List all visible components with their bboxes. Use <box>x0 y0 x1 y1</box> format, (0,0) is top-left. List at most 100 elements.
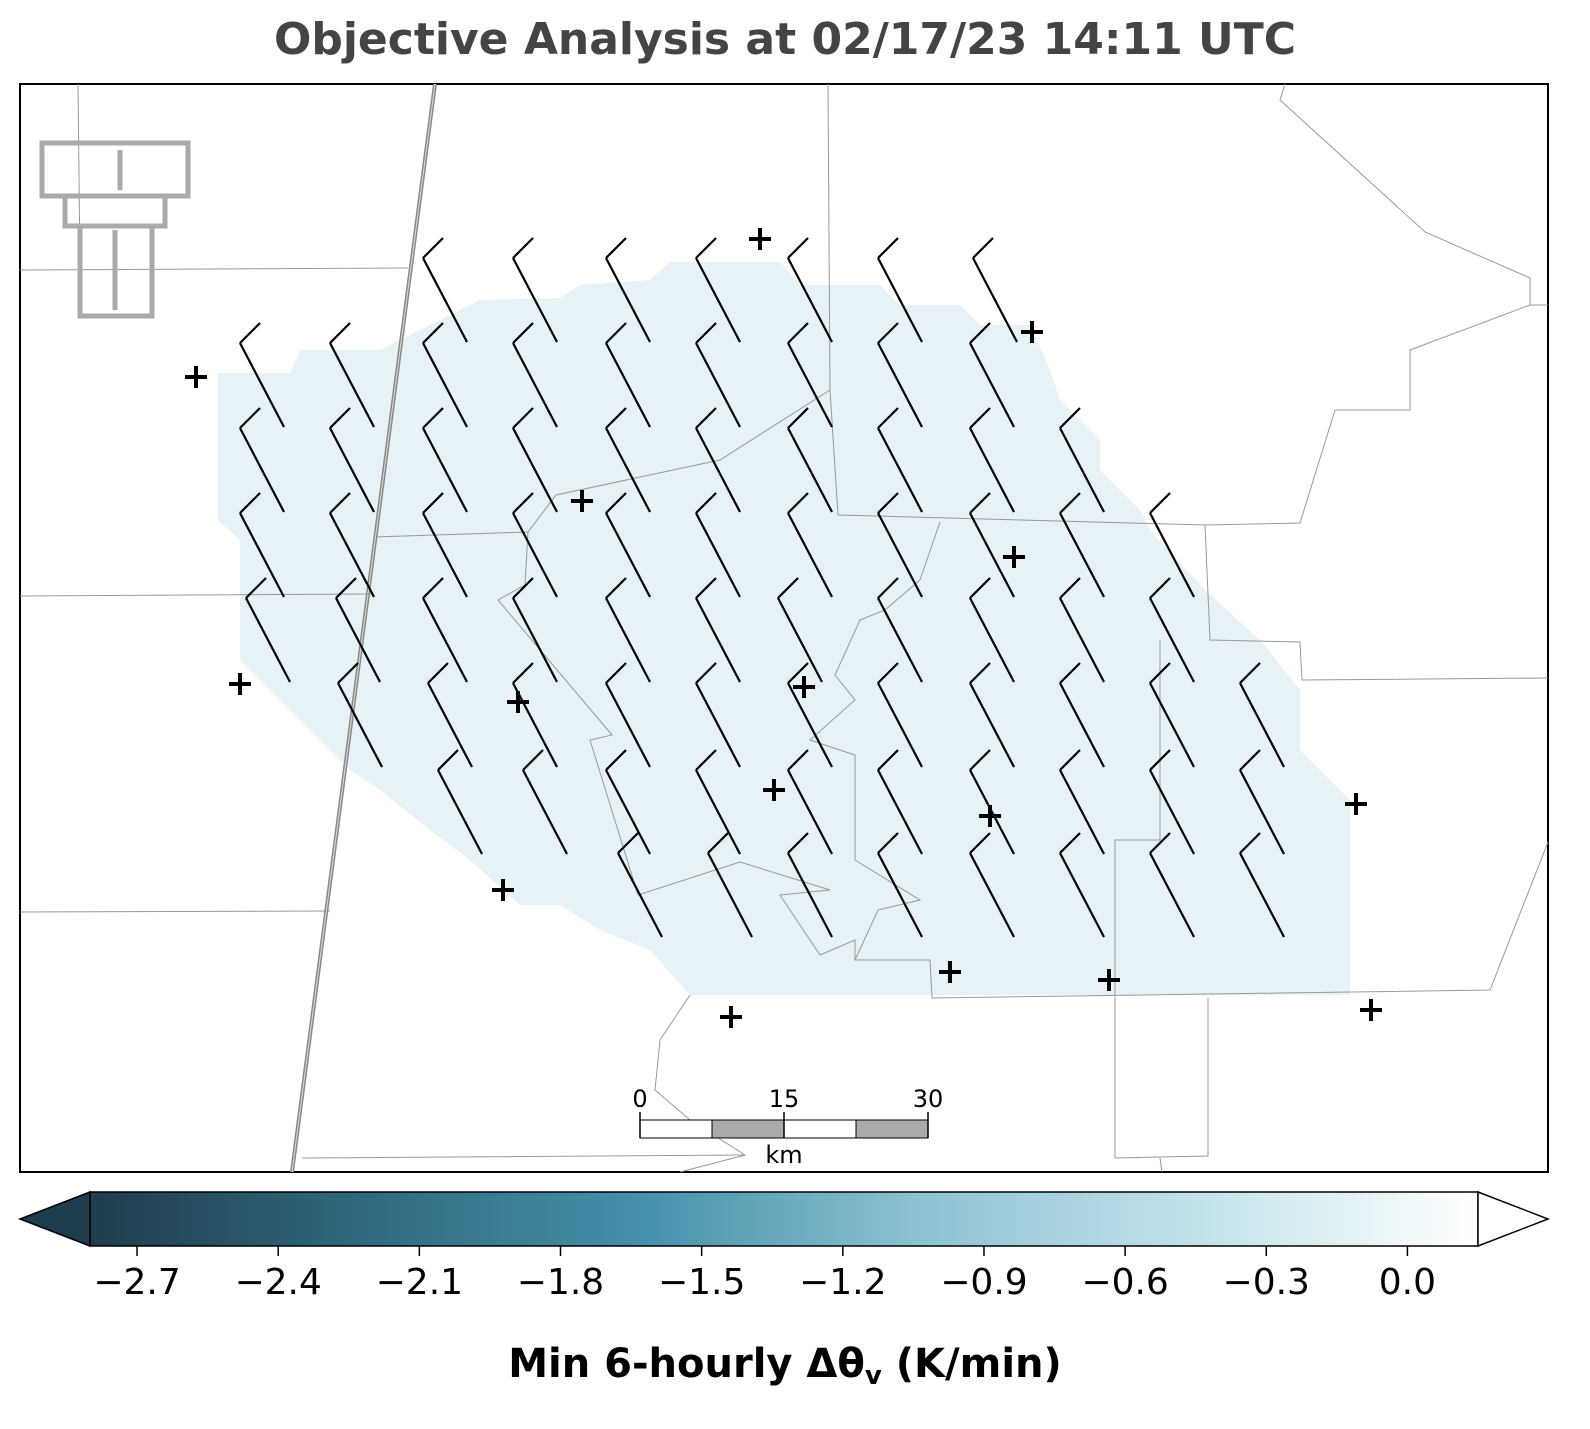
barb-shaft <box>329 342 375 428</box>
barb-flag <box>422 237 444 259</box>
barb-shaft <box>335 597 381 683</box>
barb-shaft <box>512 257 558 343</box>
barb-flag <box>695 492 717 514</box>
barb-shaft <box>787 427 833 513</box>
county-lines <box>19 83 1549 1173</box>
barb-shaft <box>605 512 651 598</box>
barb-flag <box>877 322 899 344</box>
chart-title: Objective Analysis at 02/17/23 14:11 UTC <box>274 14 1296 65</box>
scale-segment <box>855 1119 929 1139</box>
barb-shaft <box>877 512 923 598</box>
colorbar-tick-label: −0.6 <box>1081 1262 1168 1303</box>
barb-shaft <box>787 512 833 598</box>
barb-flag <box>1059 407 1081 429</box>
barb-flag <box>787 832 809 854</box>
scale-segment <box>639 1119 713 1139</box>
barb-flag <box>787 407 809 429</box>
colorbar-tick-label: −2.4 <box>234 1262 321 1303</box>
barb-flag <box>707 832 729 854</box>
barb-shaft <box>1059 852 1105 938</box>
barb-flag <box>787 322 809 344</box>
barb-shaft <box>512 427 558 513</box>
barb-shaft <box>1059 597 1105 683</box>
barb-shaft <box>512 342 558 428</box>
barb-flag <box>1059 662 1081 684</box>
barb-flag <box>427 662 449 684</box>
barb-flag <box>1059 577 1081 599</box>
barb-flag <box>605 492 627 514</box>
barb-shaft <box>777 597 823 683</box>
barb-shaft <box>1149 852 1195 938</box>
barb-flag <box>1239 832 1261 854</box>
barb-flag <box>877 832 899 854</box>
barb-shaft <box>245 597 291 683</box>
barb-flag <box>877 749 899 771</box>
barb-flag <box>239 407 261 429</box>
barb-flag <box>777 577 799 599</box>
colorbar-tick-label: −1.5 <box>658 1262 745 1303</box>
barb-flag <box>522 749 544 771</box>
barb-shaft <box>877 769 923 855</box>
barb-shaft <box>329 512 375 598</box>
barb-shaft <box>787 682 833 768</box>
barb-shaft <box>969 597 1015 683</box>
barb-shaft <box>695 769 741 855</box>
scale-tick-label: 15 <box>769 1085 800 1113</box>
barb-shaft <box>695 342 741 428</box>
barb-flag <box>1149 832 1171 854</box>
barb-shaft <box>512 512 558 598</box>
barb-flag <box>969 749 991 771</box>
barb-shaft <box>969 852 1015 938</box>
barb-flag <box>1239 662 1261 684</box>
barb-shaft <box>1149 682 1195 768</box>
label-main: Min 6-hourly Δθ <box>508 1341 865 1387</box>
scale-unit: km <box>765 1141 802 1169</box>
barb-flag <box>695 322 717 344</box>
barb-flag <box>1059 832 1081 854</box>
colorbar-extend-min <box>17 1190 91 1248</box>
barb-shaft <box>969 427 1015 513</box>
barb-flag <box>877 577 899 599</box>
colorbar-tick-label: −0.9 <box>940 1262 1027 1303</box>
barb-shaft <box>605 682 651 768</box>
barb-flag <box>972 237 994 259</box>
state-line-inner <box>291 83 436 1173</box>
barb-flag <box>245 577 267 599</box>
barb-shaft <box>239 342 285 428</box>
barb-flag <box>605 237 627 259</box>
barb-shaft <box>422 512 468 598</box>
barb-flag <box>1239 749 1261 771</box>
barb-shaft <box>695 682 741 768</box>
barb-shaft <box>707 852 753 938</box>
barb-flag <box>695 749 717 771</box>
scale-tick-label: 0 <box>632 1085 647 1113</box>
barb-flag <box>1059 749 1081 771</box>
barb-flag <box>605 662 627 684</box>
colorbar-label: Min 6-hourly Δθv (K/min) <box>508 1341 1062 1391</box>
barb-flag <box>605 749 627 771</box>
barb-shaft <box>1239 682 1285 768</box>
barb-shaft <box>695 427 741 513</box>
colorbar-tick-label: −1.2 <box>799 1262 886 1303</box>
barb-shaft <box>522 769 568 855</box>
barb-shaft <box>1149 597 1195 683</box>
barb-shaft <box>877 427 923 513</box>
barb-shaft <box>605 769 651 855</box>
barb-flag <box>422 492 444 514</box>
barb-shaft <box>422 342 468 428</box>
barb-flag <box>512 577 534 599</box>
barb-shaft <box>695 597 741 683</box>
colorbar-tick-label: −2.1 <box>376 1262 463 1303</box>
barb-shaft <box>1239 769 1285 855</box>
barb-shaft <box>969 682 1015 768</box>
scale-segment <box>783 1119 857 1139</box>
analysis-region <box>218 262 1350 995</box>
barb-shaft <box>972 257 1018 343</box>
barb-shaft <box>787 769 833 855</box>
barb-flag <box>695 662 717 684</box>
logo <box>39 140 191 319</box>
barb-flag <box>1149 577 1171 599</box>
barb-flag <box>695 577 717 599</box>
barb-shaft <box>422 427 468 513</box>
barb-flag <box>1149 662 1171 684</box>
